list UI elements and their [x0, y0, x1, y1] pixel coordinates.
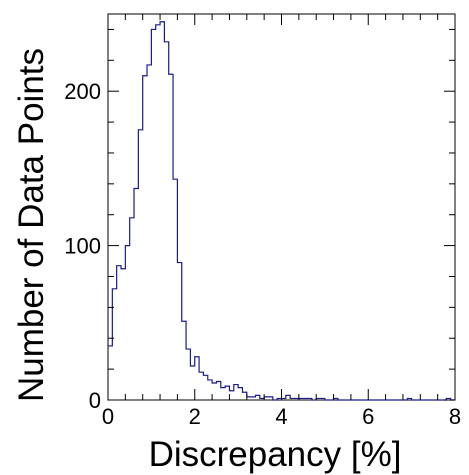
- x-tick-label: 2: [189, 404, 201, 429]
- y-tick-label: 100: [64, 234, 101, 259]
- x-tick-label: 8: [449, 404, 461, 429]
- histogram-line: [108, 21, 455, 401]
- x-tick-label: 6: [362, 404, 374, 429]
- plot-border: [107, 13, 456, 401]
- y-tick-label: 0: [89, 388, 101, 413]
- x-axis: 0 2 4 6 8: [102, 14, 461, 429]
- y-axis-title: Number of Data Points: [12, 48, 51, 402]
- y-tick-label: 200: [64, 79, 101, 104]
- x-tick-label: 0: [102, 404, 114, 429]
- plot-frame: [107, 13, 456, 401]
- y-axis: 0 100 200: [64, 28, 455, 413]
- x-axis-title: Discrepancy [%]: [149, 435, 402, 474]
- histogram-series: [108, 21, 455, 401]
- x-tick-label: 4: [275, 404, 287, 429]
